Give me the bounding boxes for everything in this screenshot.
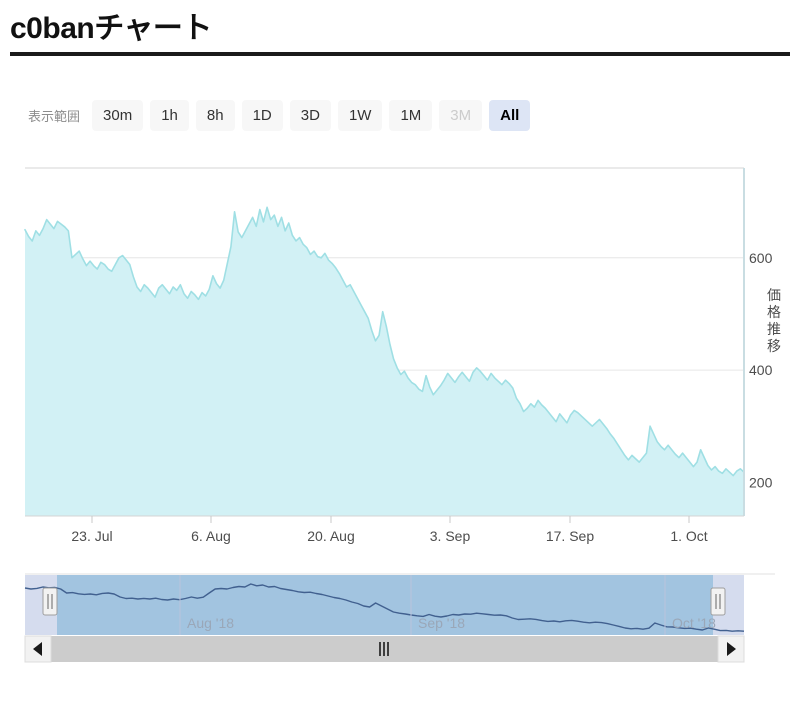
range-selector: 表示範囲 30m 1h 8h 1D 3D 1W 1M 3M All — [0, 56, 800, 131]
price-area — [25, 207, 744, 516]
x-axis-tick-label: 1. Oct — [670, 528, 707, 544]
x-axis-tick-labels: 23. Jul 6. Aug 20. Aug 3. Sep 17. Sep 1. Oct — [71, 528, 707, 544]
y-axis-tick-label: 200 — [749, 474, 773, 490]
scrollbar-grip-icon — [379, 642, 389, 656]
price-line — [24, 206, 745, 477]
y-axis-title-text: 価格推移 — [767, 287, 781, 354]
chevron-right-icon — [727, 642, 736, 656]
range-button-30m[interactable]: 30m — [92, 99, 144, 131]
title-divider — [10, 52, 790, 56]
x-axis-tick-label: 17. Sep — [546, 528, 594, 544]
range-button-1m[interactable]: 1M — [389, 99, 433, 131]
navigator-tick-label: Sep '18 — [418, 615, 465, 631]
chart-scrollbar[interactable] — [24, 635, 745, 663]
range-button-1h[interactable]: 1h — [150, 99, 189, 131]
x-axis-tick-label: 20. Aug — [307, 528, 355, 544]
y-axis-tick-labels: 200 400 600 — [749, 250, 773, 491]
navigator-tick-labels: Aug '18 Sep '18 Oct '18 — [187, 615, 716, 631]
x-axis-tick-label: 3. Sep — [430, 528, 471, 544]
navigator-line — [24, 583, 745, 632]
range-button-1d[interactable]: 1D — [241, 99, 283, 131]
y-axis-tick-label: 600 — [749, 250, 773, 266]
range-selector-label: 表示範囲 — [28, 108, 81, 124]
page-header: c0banチャート — [0, 0, 800, 56]
navigator-handle-left[interactable] — [42, 587, 58, 616]
price-chart[interactable]: 200 400 600 23. Jul 6. Aug 20. Aug 3. Sep 17. … — [0, 160, 800, 700]
scrollbar-thumb[interactable] — [56, 636, 714, 662]
y-axis-tick-label: 400 — [749, 362, 773, 378]
scrollbar-left-arrow-button[interactable] — [24, 635, 52, 663]
range-button-8h[interactable]: 8h — [195, 99, 235, 131]
navigator[interactable]: Aug '18 Sep '18 Oct '18 — [24, 573, 775, 635]
range-button-3m: 3M — [439, 99, 483, 131]
y-axis-title: 価格推移 — [767, 287, 781, 354]
navigator-tick-label: Aug '18 — [187, 615, 234, 631]
chart-container: 200 400 600 23. Jul 6. Aug 20. Aug 3. Sep 17. … — [0, 160, 800, 700]
x-axis-tick-label: 6. Aug — [191, 528, 231, 544]
navigator-tick-label: Oct '18 — [672, 615, 716, 631]
navigator-handle-right[interactable] — [710, 587, 726, 616]
navigator-selected-mask[interactable] — [57, 575, 713, 635]
range-button-all[interactable]: All — [489, 99, 531, 131]
range-button-1w[interactable]: 1W — [337, 99, 383, 131]
navigator-gridlines — [179, 575, 666, 635]
x-axis-ticks — [91, 516, 690, 523]
chevron-left-icon — [33, 642, 42, 656]
range-button-3d[interactable]: 3D — [289, 99, 331, 131]
scrollbar-right-arrow-button[interactable] — [717, 635, 745, 663]
x-axis-tick-label: 23. Jul — [71, 528, 112, 544]
page-title: c0banチャート — [10, 12, 212, 45]
